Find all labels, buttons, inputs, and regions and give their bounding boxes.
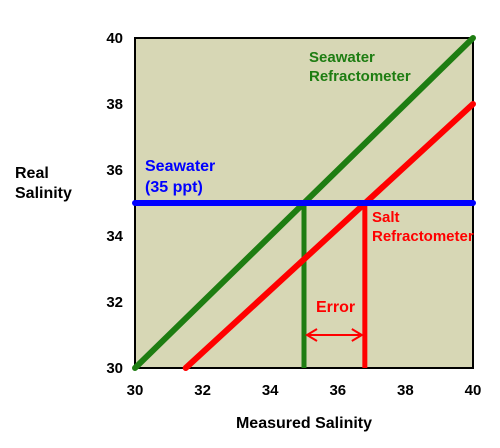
y-axis-label-line2: Salinity [15, 185, 72, 202]
x-tick-label: 30 [127, 382, 144, 399]
y-tick-label: 40 [106, 30, 123, 47]
y-tick-label: 38 [106, 96, 123, 113]
annotation-seawater-35-line1: Seawater [145, 158, 215, 175]
y-axis-label-line1: Real [15, 165, 49, 182]
x-tick-label: 34 [262, 382, 279, 399]
annotation-error: Error [316, 299, 355, 316]
x-tick-label: 38 [397, 382, 414, 399]
annotation-seawater-refractometer-line2: Refractometer [309, 68, 411, 85]
x-tick-label: 40 [465, 382, 482, 399]
y-tick-label: 34 [106, 228, 123, 245]
y-tick-label: 36 [106, 162, 123, 179]
annotation-seawater-refractometer-line1: Seawater [309, 49, 375, 66]
series-line-salt-refractometer [182, 101, 476, 371]
y-tick-label: 30 [106, 360, 123, 377]
error-arrow [305, 328, 364, 342]
annotation-salt-refractometer-line2: Refractometer [372, 228, 474, 245]
y-tick-label: 32 [106, 294, 123, 311]
annotation-salt-refractometer-line1: Salt [372, 209, 400, 226]
x-tick-label: 32 [194, 382, 211, 399]
annotation-seawater-35-line2: (35 ppt) [145, 179, 203, 196]
x-tick-label: 36 [329, 382, 346, 399]
x-axis-label: Measured Salinity [236, 415, 372, 432]
